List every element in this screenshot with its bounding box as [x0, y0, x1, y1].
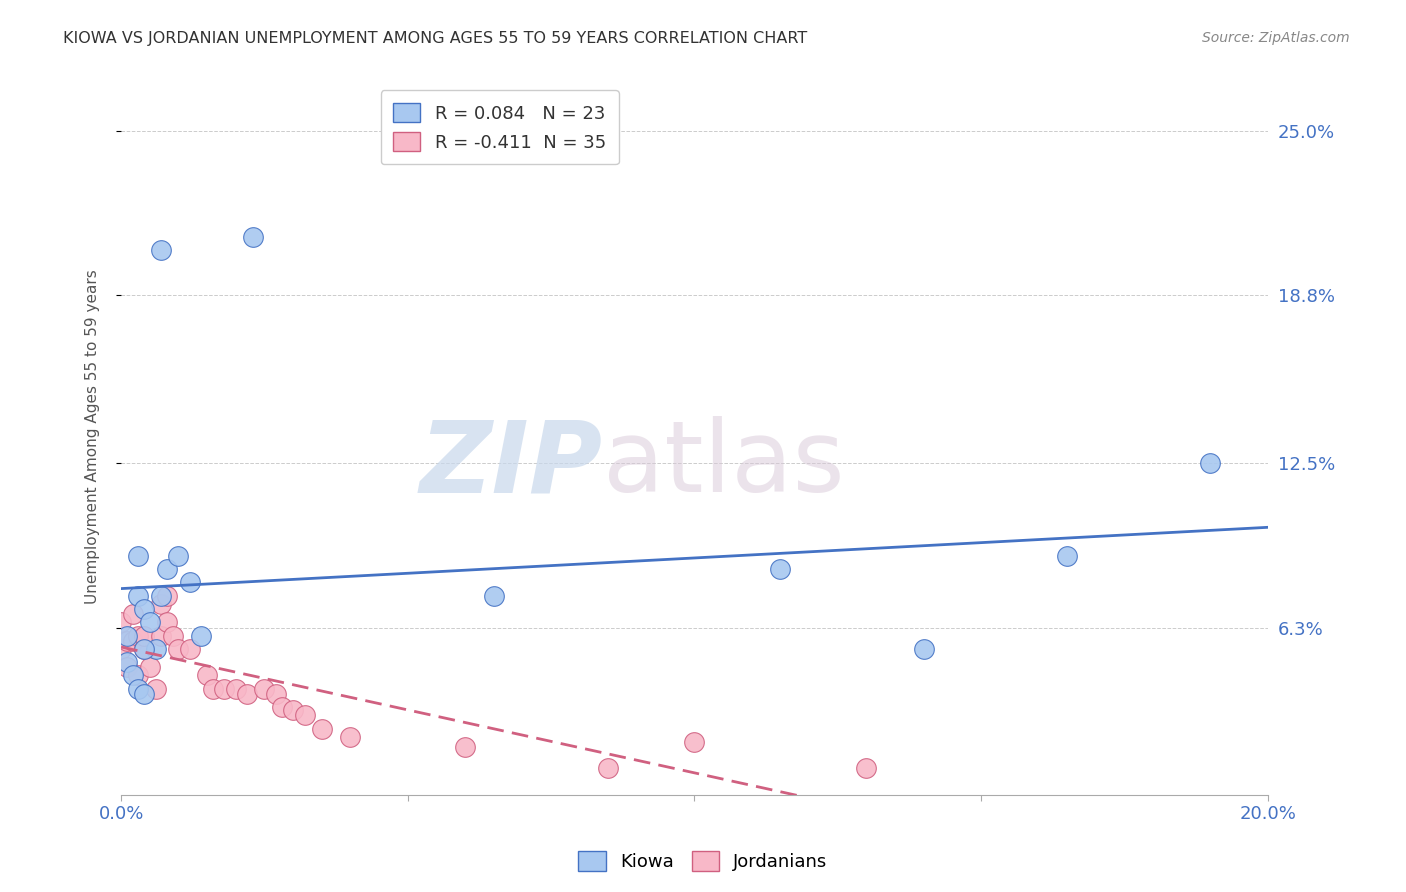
- Point: [912, 641, 935, 656]
- Point: [132, 641, 155, 656]
- Point: [127, 549, 149, 563]
- Text: KIOWA VS JORDANIAN UNEMPLOYMENT AMONG AGES 55 TO 59 YEARS CORRELATION CHART: KIOWA VS JORDANIAN UNEMPLOYMENT AMONG AG…: [63, 31, 807, 46]
- Y-axis label: Unemployment Among Ages 55 to 59 years: Unemployment Among Ages 55 to 59 years: [86, 268, 100, 604]
- Point: [190, 629, 212, 643]
- Point: [855, 762, 877, 776]
- Point: [150, 597, 173, 611]
- Legend: R = 0.084   N = 23, R = -0.411  N = 35: R = 0.084 N = 23, R = -0.411 N = 35: [381, 90, 619, 164]
- Point: [311, 722, 333, 736]
- Point: [179, 575, 201, 590]
- Point: [132, 629, 155, 643]
- Point: [156, 589, 179, 603]
- Point: [115, 634, 138, 648]
- Legend: Kiowa, Jordanians: Kiowa, Jordanians: [571, 844, 835, 879]
- Point: [162, 629, 184, 643]
- Point: [167, 641, 190, 656]
- Point: [281, 703, 304, 717]
- Point: [115, 660, 138, 674]
- Point: [132, 641, 155, 656]
- Point: [156, 562, 179, 576]
- Point: [339, 730, 361, 744]
- Point: [598, 762, 620, 776]
- Point: [214, 681, 236, 696]
- Point: [132, 602, 155, 616]
- Point: [145, 681, 167, 696]
- Point: [127, 629, 149, 643]
- Point: [145, 641, 167, 656]
- Point: [294, 708, 316, 723]
- Point: [150, 589, 173, 603]
- Point: [236, 687, 259, 701]
- Point: [150, 629, 173, 643]
- Point: [115, 655, 138, 669]
- Point: [683, 735, 706, 749]
- Point: [225, 681, 247, 696]
- Point: [195, 668, 218, 682]
- Point: [264, 687, 287, 701]
- Point: [253, 681, 276, 696]
- Point: [242, 230, 264, 244]
- Point: [132, 687, 155, 701]
- Point: [769, 562, 792, 576]
- Point: [127, 681, 149, 696]
- Point: [201, 681, 224, 696]
- Text: atlas: atlas: [603, 417, 845, 514]
- Point: [121, 634, 143, 648]
- Point: [127, 589, 149, 603]
- Point: [179, 641, 201, 656]
- Text: ZIP: ZIP: [420, 417, 603, 514]
- Point: [156, 615, 179, 630]
- Point: [270, 700, 292, 714]
- Point: [1056, 549, 1078, 563]
- Point: [110, 615, 132, 630]
- Point: [482, 589, 505, 603]
- Point: [121, 668, 143, 682]
- Text: Source: ZipAtlas.com: Source: ZipAtlas.com: [1202, 31, 1350, 45]
- Point: [110, 641, 132, 656]
- Point: [454, 740, 477, 755]
- Point: [1199, 456, 1222, 470]
- Point: [150, 243, 173, 257]
- Point: [127, 668, 149, 682]
- Point: [121, 607, 143, 622]
- Point: [115, 629, 138, 643]
- Point: [139, 615, 162, 630]
- Point: [167, 549, 190, 563]
- Point: [139, 660, 162, 674]
